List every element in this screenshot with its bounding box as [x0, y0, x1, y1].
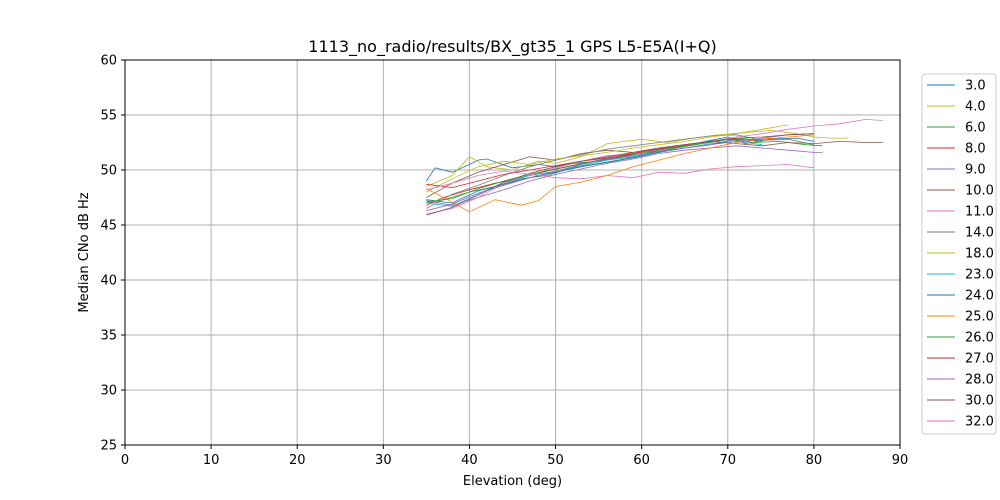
x-tick-label: 0 — [121, 453, 129, 468]
series-line-4.0 — [426, 129, 849, 187]
x-axis-label: Elevation (deg) — [463, 474, 562, 489]
legend: 3.0 4.0 6.0 8.0 9.0 10.0 11.0 14.0 18.0 23.0 24.0 2… — [921, 73, 997, 435]
series-layer — [426, 118, 883, 216]
x-tick-label: 90 — [892, 453, 909, 468]
legend-label: 26.0 — [965, 331, 994, 346]
legend-label: 3.0 — [965, 79, 986, 94]
y-tick-label: 35 — [100, 329, 117, 344]
legend-label: 24.0 — [965, 289, 994, 304]
legend-label: 30.0 — [965, 394, 994, 409]
x-tick-label: 60 — [633, 453, 650, 468]
y-tick-label: 55 — [100, 109, 117, 124]
y-axis-label: Median CNo dB Hz — [77, 192, 92, 312]
legend-label: 4.0 — [965, 100, 986, 115]
plot-frame — [124, 59, 901, 446]
legend-label: 11.0 — [965, 205, 994, 220]
legend-label: 32.0 — [965, 415, 994, 430]
series-line-26.0 — [426, 137, 763, 203]
legend-label: 28.0 — [965, 373, 994, 388]
legend-label: 23.0 — [965, 268, 994, 283]
x-axis-ticks: 0 10 20 30 40 50 60 70 80 90 — [121, 445, 908, 468]
legend-box — [921, 73, 997, 435]
legend-label: 27.0 — [965, 352, 994, 367]
legend-label: 25.0 — [965, 310, 994, 325]
legend-label: 10.0 — [965, 184, 994, 199]
series-line-18.0 — [426, 124, 789, 193]
legend-label: 14.0 — [965, 226, 994, 241]
y-tick-label: 30 — [100, 384, 117, 399]
legend-label: 8.0 — [965, 142, 986, 157]
y-tick-label: 45 — [100, 219, 117, 234]
x-tick-label: 80 — [806, 453, 823, 468]
y-tick-label: 25 — [100, 439, 117, 454]
series-line-30.0 — [426, 133, 814, 216]
y-tick-label: 50 — [100, 164, 117, 179]
x-tick-label: 50 — [547, 453, 564, 468]
chart-title: 1113_no_radio/results/BX_gt35_1 GPS L5-E… — [308, 37, 716, 57]
x-tick-label: 40 — [461, 453, 478, 468]
legend-label: 18.0 — [965, 247, 994, 262]
y-tick-label: 60 — [100, 54, 117, 69]
series-line-28.0 — [426, 133, 814, 212]
x-tick-label: 10 — [203, 453, 220, 468]
x-tick-label: 70 — [720, 453, 737, 468]
series-line-9.0 — [426, 145, 823, 206]
x-tick-label: 30 — [375, 453, 392, 468]
y-axis-ticks: 25 30 35 40 45 50 55 60 — [100, 54, 125, 454]
series-line-32.0 — [426, 164, 814, 191]
x-tick-label: 20 — [289, 453, 306, 468]
legend-label: 6.0 — [965, 121, 986, 136]
y-tick-label: 40 — [100, 274, 117, 289]
legend-label: 9.0 — [965, 163, 986, 178]
